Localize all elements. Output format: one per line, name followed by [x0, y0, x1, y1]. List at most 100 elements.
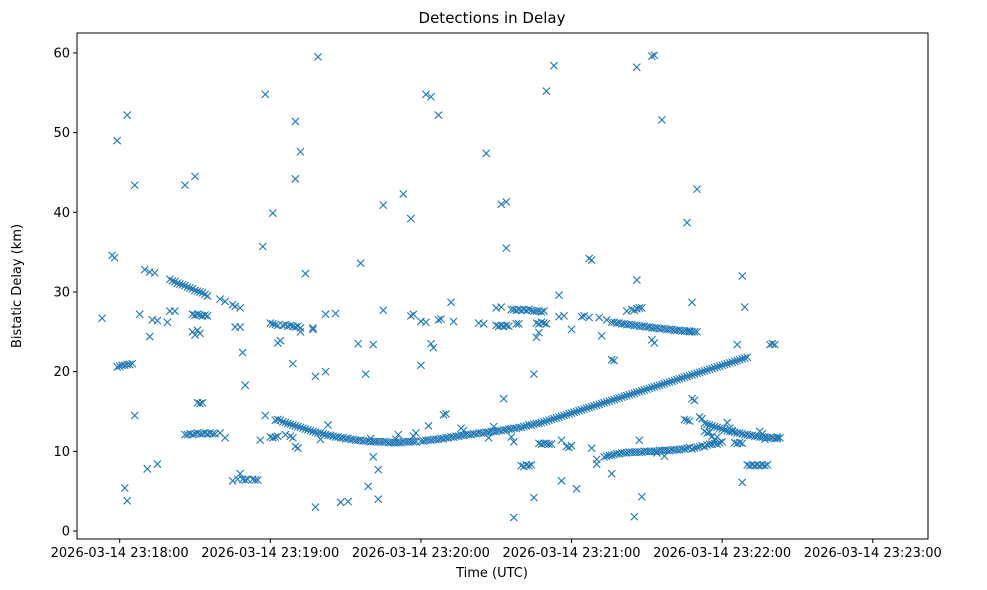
data-point: [595, 313, 604, 322]
data-point: [273, 432, 282, 441]
data-point: [308, 427, 317, 436]
data-point: [379, 201, 388, 210]
data-point: [562, 410, 571, 419]
data-point: [539, 417, 548, 426]
data-point: [196, 287, 204, 296]
data-point: [650, 382, 659, 391]
data-point: [502, 197, 511, 206]
data-point: [288, 359, 297, 368]
data-point: [703, 420, 712, 429]
data-point: [183, 283, 192, 292]
y-tick-label: 60: [53, 46, 70, 61]
data-point: [597, 331, 606, 340]
y-axis: 0 10 20 30 40 50 60: [53, 46, 77, 540]
data-point: [416, 361, 425, 370]
data-point: [364, 482, 373, 491]
data-point: [567, 325, 576, 334]
data-point: [600, 452, 609, 461]
data-point: [140, 265, 149, 274]
data-point: [293, 444, 302, 453]
data-point: [688, 444, 697, 453]
data-point: [449, 317, 458, 326]
data-point: [128, 359, 137, 368]
data-point: [680, 444, 689, 453]
data-point: [188, 430, 197, 439]
y-tick-label: 50: [53, 126, 70, 141]
data-point: [316, 435, 325, 444]
data-point: [557, 476, 566, 485]
data-point: [655, 381, 664, 390]
data-point: [366, 434, 375, 443]
data-point: [610, 395, 619, 404]
data-point: [672, 375, 681, 384]
data-point: [236, 303, 245, 312]
data-point: [145, 332, 154, 341]
data-point: [539, 307, 548, 316]
data-point: [537, 418, 546, 427]
data-point: [740, 303, 749, 312]
data-point: [592, 401, 601, 410]
data-point: [311, 503, 320, 512]
data-point: [293, 422, 302, 431]
data-point: [439, 410, 448, 419]
data-point: [301, 269, 310, 278]
data-point: [592, 460, 601, 469]
data-point: [113, 136, 122, 145]
data-point: [266, 319, 275, 328]
data-point: [622, 391, 631, 400]
data-point: [760, 461, 769, 470]
x-tick-label: 2026-03-14 23:21:00: [502, 546, 640, 561]
data-point: [713, 433, 722, 441]
data-point: [306, 426, 315, 435]
data-point: [565, 409, 574, 418]
data-point: [605, 397, 614, 406]
data-point: [203, 311, 212, 320]
data-point: [600, 398, 609, 407]
data-point: [369, 340, 378, 349]
data-point: [447, 298, 456, 307]
data-point: [763, 460, 772, 469]
data-point: [130, 181, 139, 190]
data-point: [652, 448, 661, 457]
data-point: [537, 318, 546, 327]
data-point: [630, 389, 639, 398]
data-point: [499, 394, 508, 403]
data-point: [291, 421, 300, 430]
data-point: [683, 416, 691, 425]
data-point: [680, 415, 689, 424]
data-point: [698, 367, 707, 376]
data-point: [632, 388, 641, 397]
data-point: [529, 370, 538, 379]
data-point: [575, 406, 584, 415]
plot-frame: [76, 32, 929, 540]
data-point: [308, 323, 317, 332]
data-point: [728, 426, 737, 435]
data-point: [374, 495, 383, 504]
data-point: [700, 366, 709, 375]
data-point: [321, 367, 330, 376]
data-point: [610, 356, 619, 365]
data-point: [504, 322, 513, 331]
data-point: [529, 493, 538, 502]
data-point: [278, 417, 287, 426]
data-point: [180, 181, 189, 190]
data-point: [113, 362, 122, 371]
data-point: [324, 421, 333, 430]
data-point: [647, 383, 656, 392]
data-point: [718, 425, 727, 434]
y-tick-label: 20: [53, 365, 70, 380]
data-point: [635, 303, 644, 312]
data-point: [572, 484, 581, 493]
data-point: [283, 419, 292, 428]
data-point: [713, 423, 722, 432]
data-point: [173, 279, 182, 288]
data-point: [620, 392, 629, 401]
data-point: [123, 111, 132, 120]
data-point: [700, 419, 709, 428]
data-point: [662, 378, 671, 387]
data-point: [379, 306, 388, 315]
data-point: [773, 434, 782, 443]
data-point: [587, 256, 596, 265]
data-point: [738, 439, 747, 448]
data-point: [190, 172, 199, 181]
